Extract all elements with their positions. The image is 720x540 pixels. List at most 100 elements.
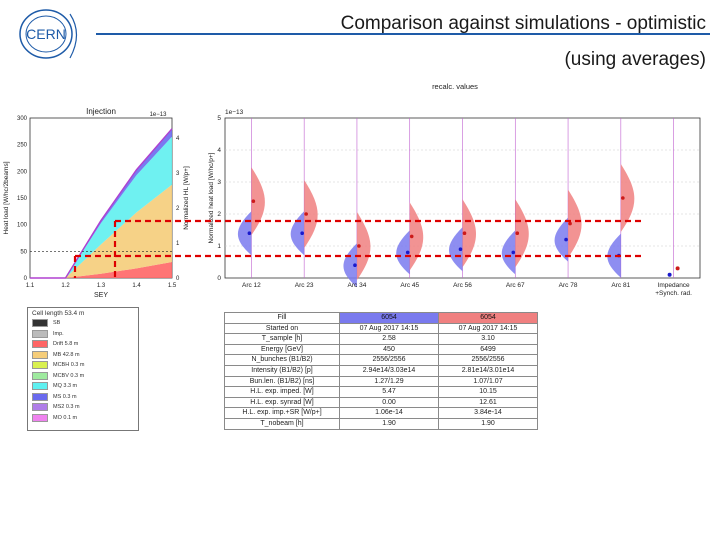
table-row: T_sample [h] 2.58 3.10: [224, 333, 538, 345]
table-cell-b1: 2.94e14/3.03e14: [339, 364, 439, 377]
y-tick-label: 300: [17, 116, 28, 122]
median-b1: [511, 250, 516, 255]
table-cell-label: H.L. exp. synrad [W]: [224, 396, 340, 409]
y-tick-label: 4: [217, 147, 221, 154]
table-row: H.L. exp. imp.+SR [W/p+] 1.06e-14 3.84e-14: [224, 407, 538, 419]
table-cell-label: Intensity (B1/B2) [p]: [224, 364, 340, 377]
median-b1: [617, 253, 621, 258]
table-cell-b1: 07 Aug 2017 14:15: [339, 322, 439, 335]
table-cell-b1: 450: [339, 343, 439, 356]
y-right-tick-label: 3: [176, 171, 180, 177]
violin-b2: [515, 199, 529, 268]
total-line: [30, 128, 173, 279]
table-cell-label: T_nobeam [h]: [224, 417, 340, 430]
y-tick-label: 250: [17, 143, 28, 149]
legend-swatch: [32, 319, 48, 327]
x-tick-label: 1.4: [132, 283, 141, 289]
violin-b2: [304, 180, 318, 248]
table-cell-b2: 1.90: [438, 417, 538, 430]
category-label: Arc 56: [453, 282, 472, 289]
impedance-b2: [675, 266, 680, 271]
legend-label: MCBV 0.3 m: [53, 372, 85, 379]
title-line-1: Comparison against simulations - optimis…: [340, 13, 706, 34]
violin-b2: [568, 189, 582, 258]
table-header-row: Fill 6054 6054: [224, 312, 538, 324]
chart-title: Injection: [86, 107, 116, 116]
table-row: Intensity (B1/B2) [p] 2.94e14/3.03e14 2.81…: [224, 364, 538, 377]
median-b2: [357, 244, 361, 248]
table-row: H.L. exp. synrad [W] 0.00 12.61: [224, 396, 538, 409]
median-b1: [300, 231, 304, 235]
table-cell-b1: 0.00: [339, 396, 439, 409]
y-tick-label: 1: [217, 243, 221, 250]
table-cell-label: Energy [GeV]: [224, 343, 340, 356]
x-tick-label: 1.1: [26, 283, 35, 289]
category-label: Arc 12: [242, 282, 261, 289]
legend-item: MO 0.1 m: [32, 413, 77, 422]
violin-chart: Arc 12 Arc 23 Arc 34 Arc 45 Arc 56 Arc 67 Arc …: [208, 82, 701, 297]
category-label: Impedance: [658, 282, 691, 289]
y-axis-label: Normalized heat load [W/hc/p+]: [208, 152, 215, 243]
category-label: Arc 34: [348, 282, 367, 289]
legend-title: Cell length 53.4 m: [32, 310, 85, 317]
median-b1: [458, 247, 463, 251]
table-cell-label: T_sample [h]: [224, 333, 340, 345]
table-cell-b2: 2.81e14/3.01e14: [438, 364, 538, 377]
category-label: Arc 78: [559, 282, 578, 289]
legend-item: MB 42.8 m: [32, 350, 80, 359]
y-axis-label: Heat load [W/hc/2beams]: [3, 161, 10, 234]
legend-label: Drift 5.8 m: [53, 341, 79, 347]
stack-legend: Cell length 53.4 m SB Imp. Drift 5.8 m MB 4…: [27, 307, 139, 431]
category-label: Arc 45: [400, 282, 419, 289]
table-cell-label: Started on: [224, 322, 340, 335]
legend-swatch: [32, 361, 48, 369]
y-tick-label: 150: [17, 196, 28, 202]
median-b1: [564, 237, 568, 242]
fill-b2: 6054: [438, 312, 538, 324]
y-right-tick-label: 0: [176, 276, 180, 282]
table-cell-label: H.L. exp. imp.+SR [W/p+]: [224, 407, 340, 419]
violin-b1: [290, 211, 305, 256]
median-b2: [409, 234, 414, 239]
injection-chart: 1.1 1.2 1.3 1.4 1.505010015020025030001234In…: [3, 107, 190, 299]
table-header-label: Fill: [224, 312, 340, 324]
legend-swatch: [32, 340, 48, 348]
table-cell-b1: 1.27/1.29: [339, 375, 439, 388]
legend-item: MCBH 0.3 m: [32, 361, 84, 369]
legend-item: Imp.: [32, 329, 64, 338]
legend-label: MS2 0.3 m: [53, 404, 80, 410]
median-b2: [568, 221, 572, 226]
y-right-tick-label: 4: [176, 136, 180, 142]
y-tick-label: 5: [217, 115, 221, 122]
y-tick-label: 3: [217, 179, 221, 186]
table-row: N_bunches (B1/B2) 2556/2556 2556/2556: [224, 354, 538, 366]
median-b1: [353, 263, 357, 267]
table-cell-b1: 1.90: [339, 417, 439, 430]
table-cell-b2: 10.15: [438, 386, 538, 398]
legend-item: MQ 3.3 m: [32, 382, 77, 390]
y-right-tick-label: 2: [176, 206, 180, 212]
legend-item: MS2 0.3 m: [32, 403, 80, 411]
table-row: H.L. exp. imped. [W] 5.47 10.15: [224, 386, 538, 398]
table-cell-b1: 5.47: [339, 386, 439, 398]
legend-swatch: [32, 403, 48, 411]
svg-text:CERN: CERN: [26, 26, 66, 42]
violin-b2: [462, 199, 476, 268]
title-line-2: (using averages): [564, 49, 706, 70]
y-tick-label: 200: [17, 169, 28, 175]
cern-logo: CERN: [8, 4, 98, 66]
violin-b1: [501, 230, 516, 275]
area-series: [30, 262, 172, 278]
legend-swatch: [32, 371, 48, 380]
y-tick-label: 0: [24, 276, 28, 282]
y-tick-label: 50: [20, 249, 27, 255]
exponent-label: 1e−13: [225, 109, 244, 116]
violin-b2: [409, 202, 424, 271]
median-b2: [304, 212, 308, 216]
table-row: Energy [GeV] 450 6499: [224, 343, 538, 356]
median-b2: [251, 199, 256, 203]
legend-item: MCBV 0.3 m: [32, 371, 85, 380]
table-row: Started on 07 Aug 2017 14:15 07 Aug 2017 1…: [224, 322, 538, 335]
fill-b1: 6054: [339, 312, 439, 324]
y-right-tick-label: 1: [176, 241, 180, 247]
